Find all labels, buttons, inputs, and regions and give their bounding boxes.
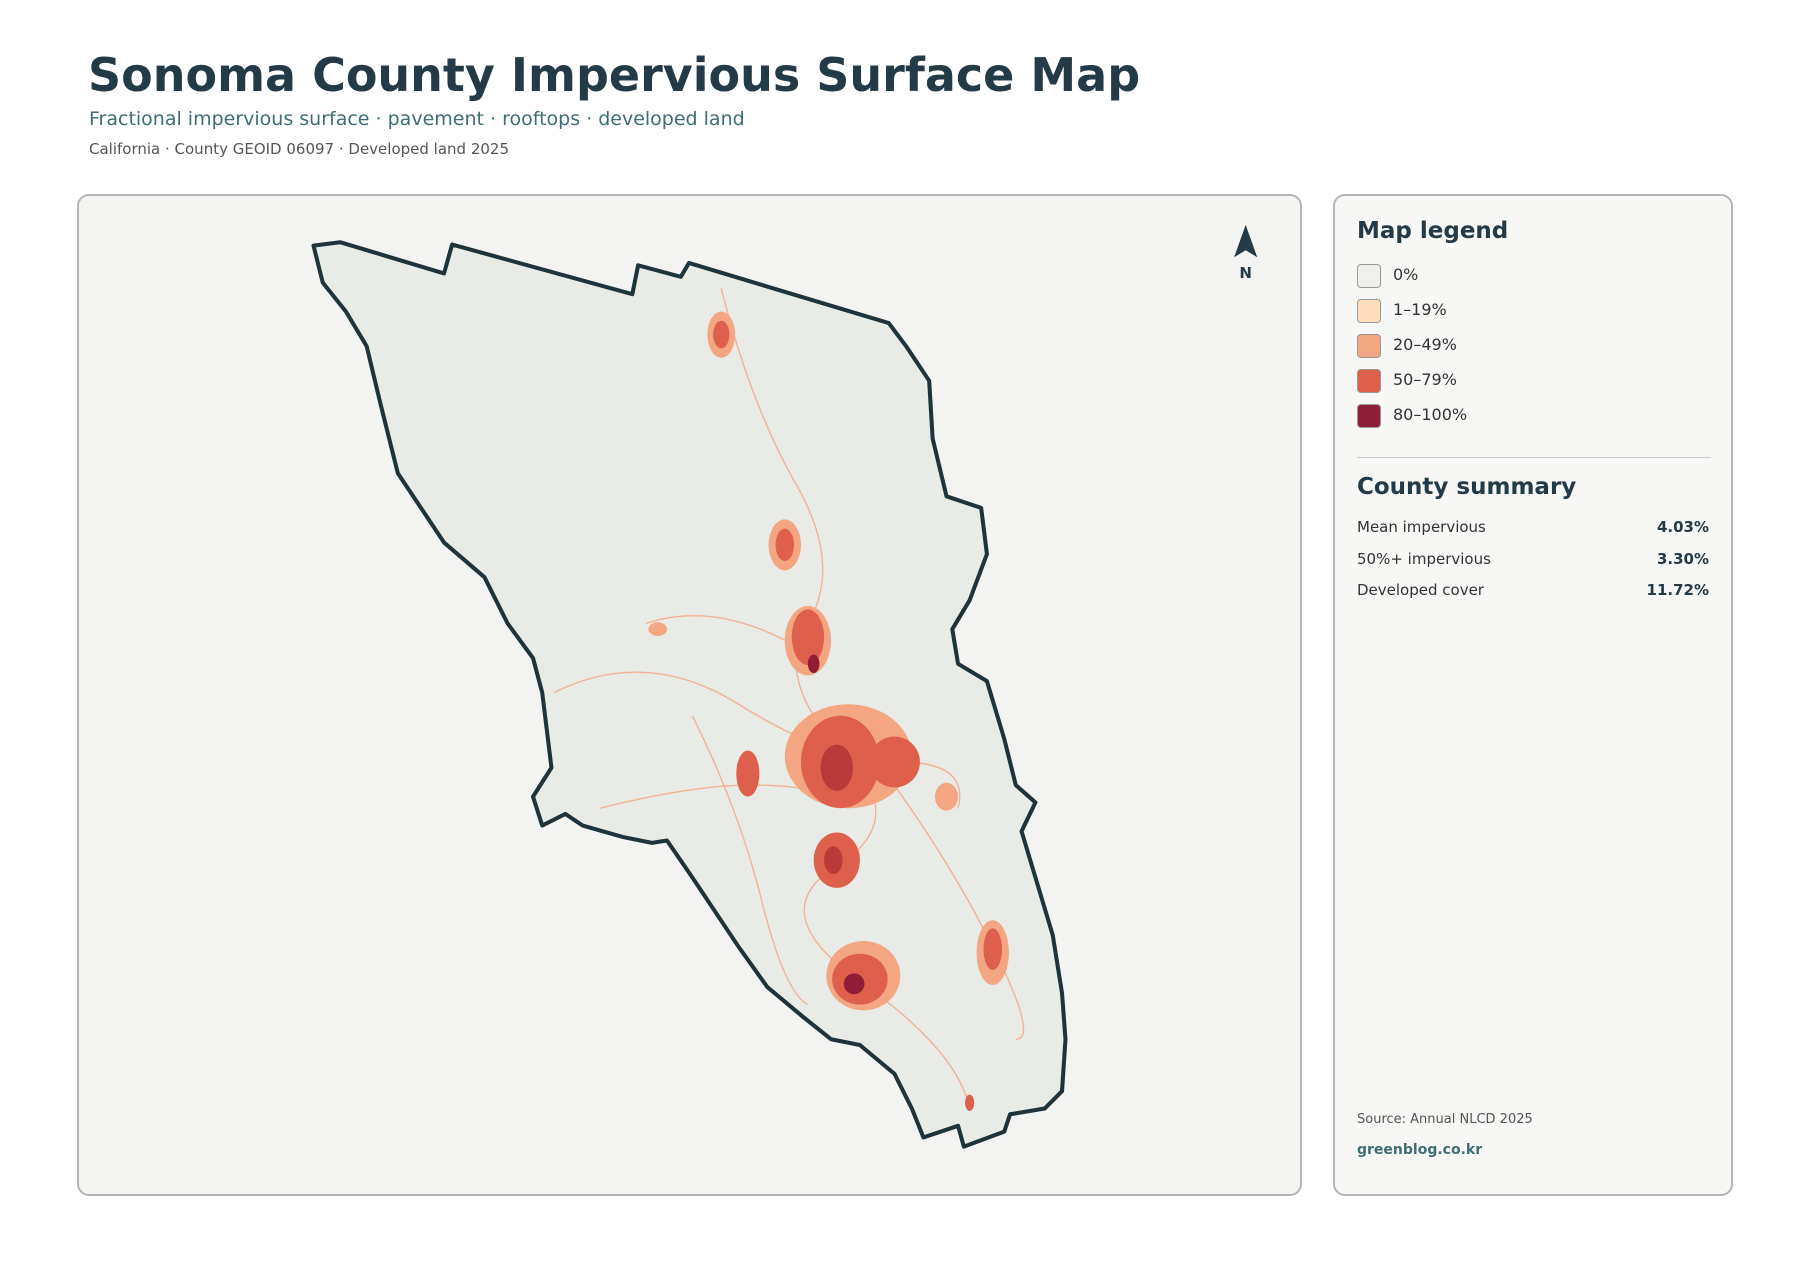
- subtitle: Fractional impervious surface · pavement…: [89, 108, 745, 130]
- impervious-layer: [553, 288, 1025, 1111]
- legend-title: Map legend: [1357, 218, 1509, 244]
- title: Sonoma County Impervious Surface Map: [88, 48, 1141, 102]
- summary-value: 3.30%: [1656, 549, 1709, 568]
- summary-label: Developed cover: [1357, 581, 1484, 599]
- legend-label: 80–100%: [1393, 405, 1468, 424]
- legend-label: 20–49%: [1393, 335, 1457, 354]
- site: greenblog.co.kr: [1357, 1142, 1483, 1158]
- legend-swatch: [1357, 334, 1381, 358]
- summary-label: 50%+ impervious: [1357, 549, 1491, 568]
- county-outline: [311, 240, 1068, 1149]
- map-panel: N: [77, 194, 1302, 1196]
- summary-value: 4.03%: [1656, 518, 1709, 536]
- county-fill: [313, 242, 1066, 1147]
- urban-areas: [648, 311, 1009, 1111]
- north-arrow: [1234, 224, 1258, 258]
- summary-title: County summary: [1357, 474, 1577, 500]
- north-label: N: [1239, 264, 1252, 282]
- legend-label: 50–79%: [1393, 370, 1457, 389]
- legend-label: 1–19%: [1393, 300, 1447, 319]
- source: Source: Annual NLCD 2025: [1357, 1112, 1533, 1127]
- legend-swatch: [1357, 299, 1381, 323]
- map: N: [311, 224, 1258, 1149]
- legend-swatch: [1357, 264, 1381, 288]
- legend-label: 0%: [1393, 265, 1419, 284]
- divider: [1357, 457, 1711, 458]
- legend-swatch: [1357, 404, 1381, 428]
- legend-swatch: [1357, 369, 1381, 393]
- summary-value: 11.72%: [1646, 581, 1709, 599]
- meta: California · County GEOID 06097 · Develo…: [89, 140, 509, 158]
- summary-label: Mean impervious: [1357, 518, 1486, 536]
- side-panel: Map legend 0% 1–19% 20–49% 50–79% 80–100% Co…: [1333, 194, 1733, 1196]
